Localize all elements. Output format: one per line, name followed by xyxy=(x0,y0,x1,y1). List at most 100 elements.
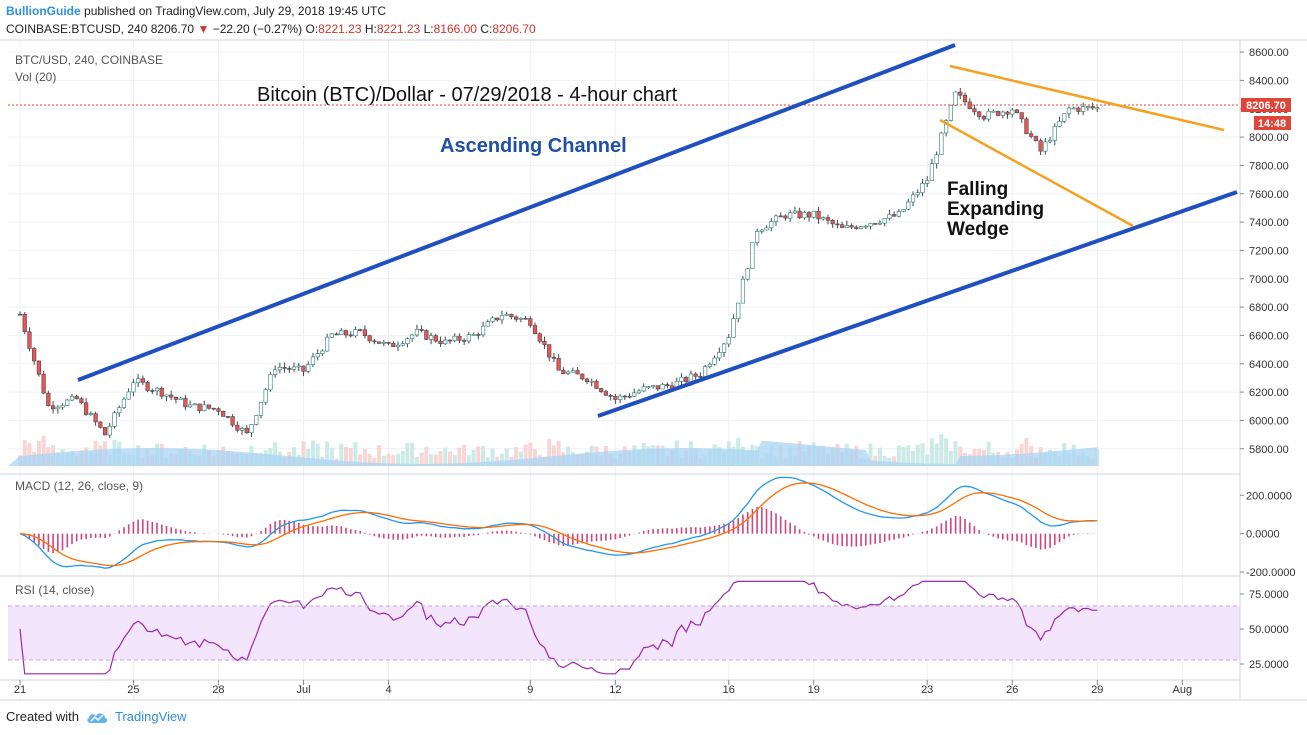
candle-body-174 xyxy=(840,224,845,228)
candle-body-215 xyxy=(1033,136,1038,141)
candle-body-167 xyxy=(806,212,812,218)
publisher-name[interactable]: BullionGuide xyxy=(6,4,81,18)
candle-body-125 xyxy=(608,395,613,397)
candle-body-35 xyxy=(183,397,188,408)
candle-body-117 xyxy=(570,370,575,373)
candle-body-49 xyxy=(249,424,254,434)
candle-body-186 xyxy=(896,211,901,217)
candle-body-172 xyxy=(830,220,835,225)
candle-body-223 xyxy=(1071,107,1076,110)
candle-body-3 xyxy=(32,348,37,362)
candle-body-89 xyxy=(438,340,443,345)
candle-body-151 xyxy=(731,318,736,338)
candle-body-104 xyxy=(509,314,514,318)
candle-body-204 xyxy=(981,116,986,120)
candle-body-74 xyxy=(367,335,372,342)
channel-lower-line[interactable] xyxy=(597,190,1238,418)
time-axis[interactable]: 21 25 28 Jul 4 9 12 16 19 23 26 29 Aug xyxy=(14,680,1192,696)
candle-body-149 xyxy=(721,343,727,353)
volume-bar-62 xyxy=(310,440,315,466)
candle-body-8 xyxy=(55,406,60,410)
candle-body-122 xyxy=(594,380,599,389)
candle-body-9 xyxy=(60,405,65,408)
low-label: L: xyxy=(423,22,434,36)
time-tick-label-0: 21 xyxy=(14,684,26,696)
candle-body-105 xyxy=(514,316,519,320)
candle-body-199 xyxy=(958,91,963,96)
candle-body-196 xyxy=(943,120,949,134)
volume-bar-74 xyxy=(367,453,372,466)
volume-bar-187 xyxy=(901,446,906,466)
candle-body-44 xyxy=(225,416,231,418)
candle-body-198 xyxy=(953,91,958,106)
volume-bar-98 xyxy=(481,445,486,466)
candle-body-50 xyxy=(254,415,259,425)
candle-body-95 xyxy=(466,334,471,342)
tradingview-link[interactable]: TradingView xyxy=(114,709,187,724)
candle-body-145 xyxy=(703,366,708,377)
candle-body-110 xyxy=(537,333,542,342)
volume-bar-190 xyxy=(915,444,920,466)
candle-body-36 xyxy=(188,404,193,408)
rsi-tick-label-1: 50.0000 xyxy=(1249,624,1289,636)
candle-body-116 xyxy=(565,371,571,374)
candle-body-71 xyxy=(353,329,358,337)
price-tick-label-11: 6400.00 xyxy=(1249,359,1289,371)
candle-body-33 xyxy=(173,396,179,400)
candle-body-19 xyxy=(107,426,112,436)
signal-line xyxy=(19,482,1098,567)
candle-body-82 xyxy=(405,338,410,344)
volume-bar-2 xyxy=(27,442,32,466)
macd-axis[interactable]: 200.0000 0.0000 -200.0000 xyxy=(1240,490,1296,579)
candle-body-72 xyxy=(358,329,363,331)
candle-body-7 xyxy=(50,405,56,410)
last-price-tag xyxy=(1241,98,1291,112)
channel-upper-line[interactable] xyxy=(77,43,956,382)
candle-body-16 xyxy=(93,413,98,423)
rsi-axis[interactable]: 75.0000 50.0000 25.0000 xyxy=(1240,589,1289,671)
candle-body-210 xyxy=(1010,109,1015,115)
volume-bar-4 xyxy=(36,440,41,466)
low-value: 8166.00 xyxy=(433,22,477,36)
volume-bar-89 xyxy=(438,451,443,466)
volume-bar-75 xyxy=(372,457,377,466)
candle-body-136 xyxy=(660,384,665,390)
candle-body-177 xyxy=(854,226,859,229)
volume-bar-54 xyxy=(273,442,278,466)
candle-body-111 xyxy=(542,340,547,345)
price-tick-label-4: 7800.00 xyxy=(1249,160,1289,172)
candle-body-184 xyxy=(887,214,892,219)
candle-body-37 xyxy=(192,403,197,406)
candle-body-181 xyxy=(873,223,878,225)
volume-bar-198 xyxy=(953,441,958,466)
volume-bar-60 xyxy=(301,441,306,466)
candle-body-99 xyxy=(485,321,490,327)
volume-bar-88 xyxy=(433,454,438,466)
candle-body-152 xyxy=(736,302,741,319)
volume-bar-90 xyxy=(443,447,448,466)
price-tick-label-14: 5800.00 xyxy=(1249,444,1289,456)
candle-body-140 xyxy=(679,376,684,382)
candle-body-123 xyxy=(599,388,604,392)
time-tick-label-8: 19 xyxy=(808,684,820,696)
candle-body-68 xyxy=(339,330,344,336)
rsi-tick-label-2: 25.0000 xyxy=(1249,659,1289,671)
candle-body-224 xyxy=(1076,107,1081,112)
price-axis[interactable]: 8600.008400.008200.008000.007800.007600.… xyxy=(1240,47,1289,456)
candle-body-98 xyxy=(480,325,486,336)
volume-bar-85 xyxy=(419,452,424,466)
last-price-tag-text: 8206.70 xyxy=(1246,100,1286,112)
macd-tick-label-0: 200.0000 xyxy=(1246,490,1292,502)
ohlc-line: COINBASE:BTCUSD, 240 8206.70 ▼ −22.20 (−… xyxy=(6,22,536,36)
wedge-lower-line[interactable] xyxy=(939,118,1134,228)
candle-body-20 xyxy=(112,412,117,427)
wedge-upper-line[interactable] xyxy=(949,64,1225,132)
candle-body-178 xyxy=(858,226,864,229)
candle-body-46 xyxy=(235,424,240,431)
candle-body-179 xyxy=(863,225,868,228)
candle-body-52 xyxy=(263,389,268,403)
candle-body-219 xyxy=(1052,126,1057,141)
candle-body-225 xyxy=(1081,106,1086,112)
